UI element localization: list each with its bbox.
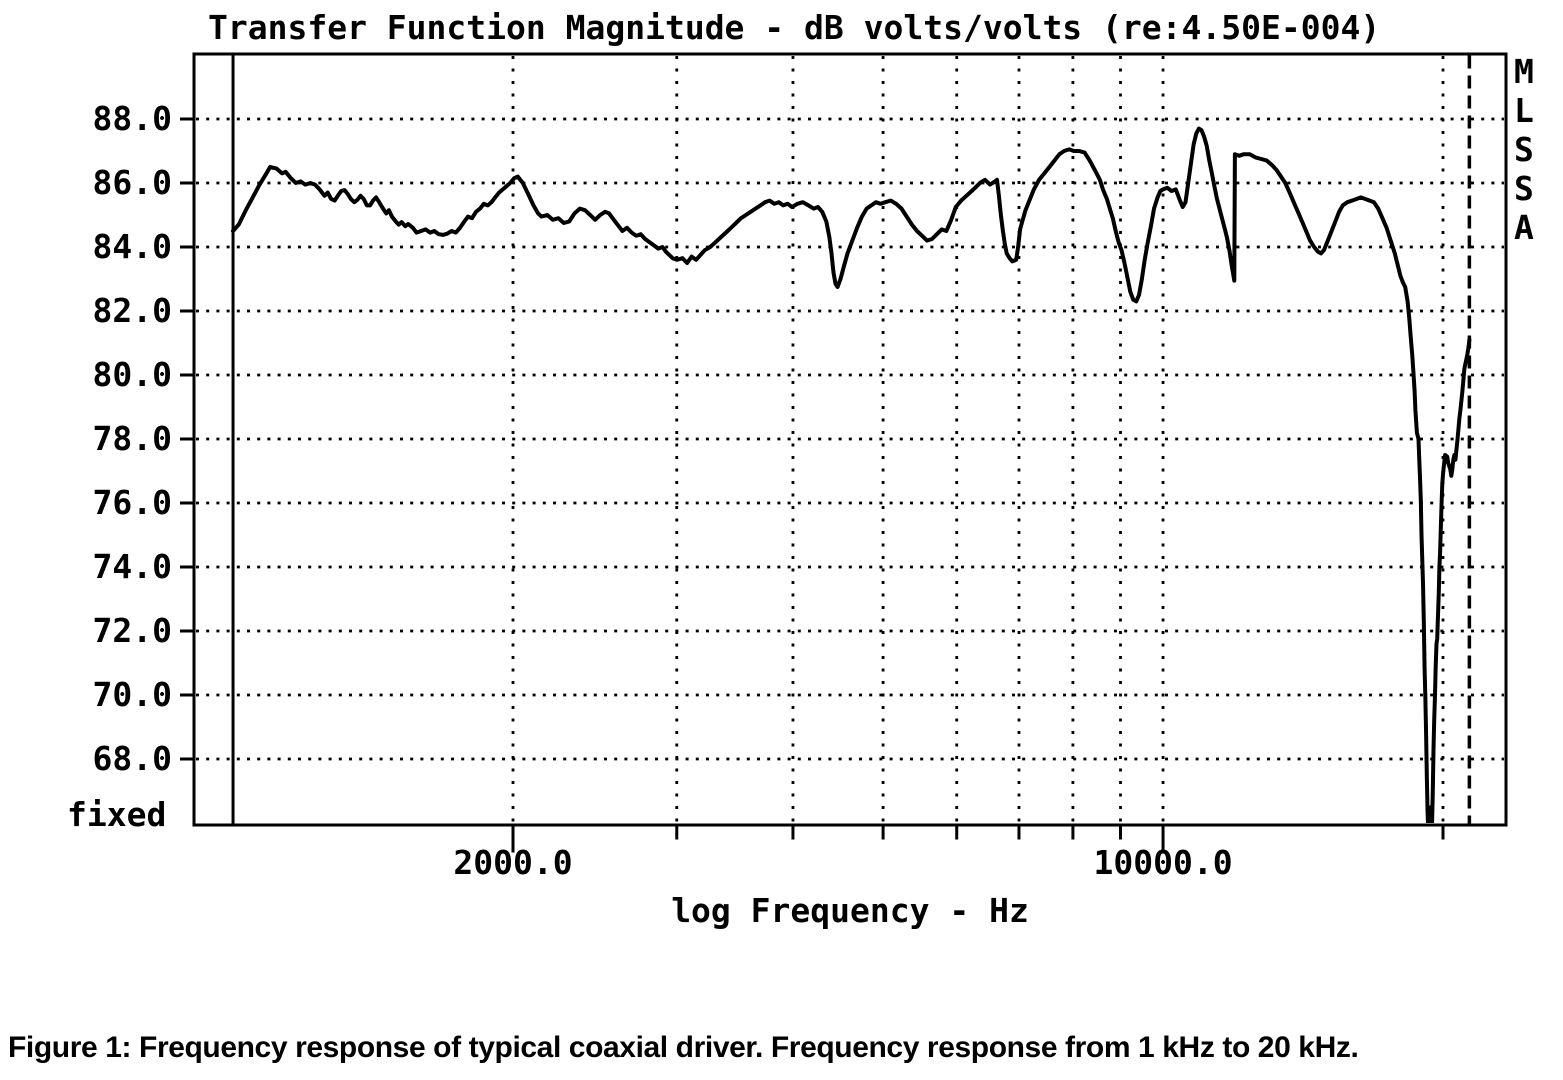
y-tick-label-68: 68.0 xyxy=(93,739,172,778)
y-axis-fixed-label: fixed xyxy=(67,795,167,834)
y-tick-label-86: 86.0 xyxy=(93,163,172,202)
plot-border xyxy=(192,52,1508,827)
y-tick-label-88: 88.0 xyxy=(93,99,172,138)
y-tick-label-72: 72.0 xyxy=(93,611,172,650)
y-tick-label-74: 74.0 xyxy=(93,547,172,586)
x-tick-label-2000: 2000.0 xyxy=(453,843,572,882)
y-tick-label-76: 76.0 xyxy=(93,483,172,522)
plot-title: Transfer Function Magnitude - dB volts/v… xyxy=(208,8,1381,47)
y-tick-label-82: 82.0 xyxy=(93,291,172,330)
y-tick-label-80: 80.0 xyxy=(93,355,172,394)
mlssa-watermark: M L S S A xyxy=(1514,52,1534,247)
figure-caption: Figure 1: Frequency response of typical … xyxy=(8,1031,1359,1064)
y-tick-label-84: 84.0 xyxy=(93,227,172,266)
x-tick-label-10000: 10000.0 xyxy=(1094,843,1233,882)
x-axis-title: log Frequency - Hz xyxy=(671,891,1029,930)
y-tick-label-70: 70.0 xyxy=(93,675,172,714)
response-curve xyxy=(231,126,1472,823)
y-tick-label-78: 78.0 xyxy=(93,419,172,458)
